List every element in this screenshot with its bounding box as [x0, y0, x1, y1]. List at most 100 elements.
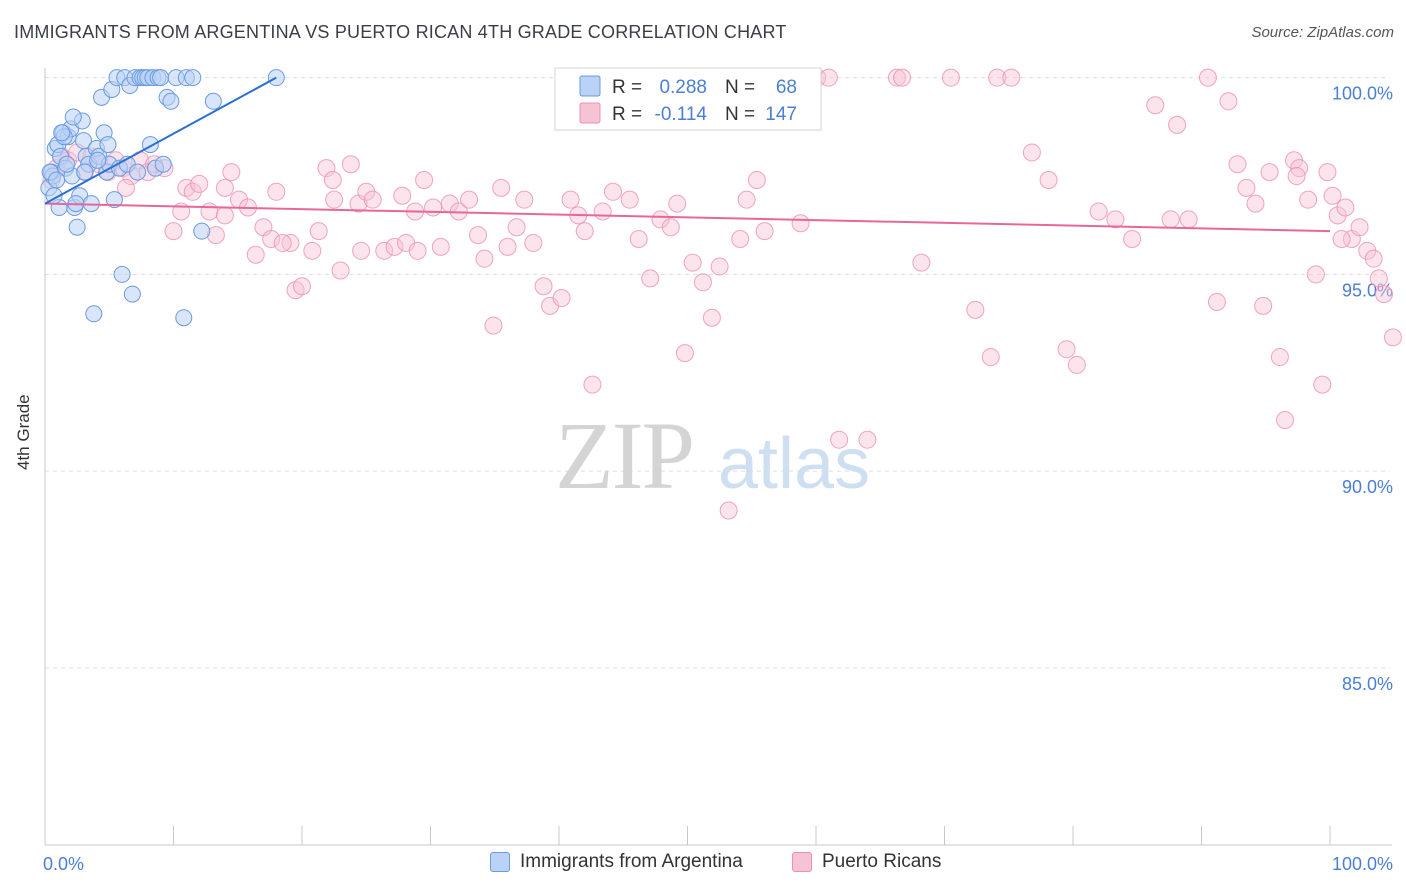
data-point-puerto-ricans: [246, 245, 265, 264]
data-point-puerto-ricans: [309, 222, 328, 241]
data-point-puerto-ricans: [393, 186, 412, 205]
data-point-puerto-ricans: [1237, 178, 1256, 197]
data-point-puerto-ricans: [1260, 163, 1279, 182]
data-point-puerto-ricans: [1022, 143, 1041, 162]
legend-r-value: 0.288: [659, 77, 707, 98]
y-tick-label: 85.0%: [1342, 674, 1393, 694]
legend-swatch-blue: [579, 75, 601, 97]
data-point-puerto-ricans: [1146, 96, 1165, 115]
legend-swatch-blue: [490, 852, 510, 872]
data-point-argentina: [105, 191, 123, 209]
data-point-puerto-ricans: [484, 316, 503, 335]
watermark-atlas: atlas: [718, 424, 870, 504]
data-point-puerto-ricans: [1318, 163, 1337, 182]
data-point-puerto-ricans: [710, 257, 729, 276]
data-point-puerto-ricans: [273, 233, 292, 252]
data-point-argentina: [184, 69, 202, 87]
data-point-puerto-ricans: [1276, 411, 1295, 430]
data-point-argentina: [53, 124, 71, 142]
data-point-argentina: [129, 163, 147, 181]
legend-r-value: -0.114: [655, 104, 708, 125]
data-point-puerto-ricans: [830, 430, 849, 449]
data-point-puerto-ricans: [737, 190, 756, 209]
data-point-puerto-ricans: [1369, 269, 1388, 288]
data-point-argentina: [68, 218, 86, 236]
data-point-argentina: [76, 163, 94, 181]
data-point-puerto-ricans: [164, 222, 183, 241]
legend-item-puerto-ricans[interactable]: Puerto Ricans: [792, 851, 941, 873]
data-point-puerto-ricans: [1287, 167, 1306, 186]
data-point-puerto-ricans: [603, 182, 622, 201]
data-point-puerto-ricans: [1383, 328, 1402, 347]
data-point-puerto-ricans: [552, 289, 571, 308]
data-point-argentina: [48, 171, 66, 189]
trend-line-argentina: [44, 76, 277, 205]
data-point-argentina: [152, 69, 170, 87]
data-point-puerto-ricans: [593, 202, 612, 221]
data-point-puerto-ricans: [1168, 115, 1187, 134]
data-point-puerto-ricans: [887, 68, 906, 87]
data-point-puerto-ricans: [893, 68, 912, 87]
data-point-argentina: [193, 222, 211, 240]
data-point-puerto-ricans: [1328, 206, 1347, 225]
legend-n-value: 147: [765, 104, 797, 125]
data-point-puerto-ricans: [352, 241, 371, 260]
data-point-puerto-ricans: [415, 170, 434, 189]
data-point-puerto-ricans: [469, 226, 488, 245]
data-point-puerto-ricans: [1067, 355, 1086, 374]
trend-layer: [44, 76, 1331, 233]
data-point-puerto-ricans: [1161, 210, 1180, 229]
data-point-argentina: [204, 92, 222, 110]
legend-n-label: N =: [725, 104, 755, 125]
data-point-puerto-ricans: [755, 222, 774, 241]
legend-r-label: R =: [612, 104, 642, 125]
data-point-puerto-ricans: [1039, 170, 1058, 189]
data-point-puerto-ricans: [629, 230, 648, 249]
data-point-puerto-ricans: [702, 308, 721, 327]
data-point-puerto-ricans: [1106, 210, 1125, 229]
data-point-puerto-ricans: [424, 198, 443, 217]
data-point-puerto-ricans: [475, 249, 494, 268]
data-point-puerto-ricans: [385, 237, 404, 256]
data-point-puerto-ricans: [719, 501, 738, 520]
data-point-puerto-ricans: [1179, 210, 1198, 229]
data-point-puerto-ricans: [1002, 68, 1021, 87]
data-point-puerto-ricans: [331, 261, 350, 280]
data-point-puerto-ricans: [1364, 249, 1383, 268]
data-point-puerto-ricans: [1374, 285, 1393, 304]
data-point-puerto-ricans: [1089, 202, 1108, 221]
legend-label-argentina: Immigrants from Argentina: [520, 851, 743, 872]
data-point-puerto-ricans: [408, 241, 427, 260]
data-point-argentina: [175, 309, 193, 327]
grid-layer: 85.0% 90.0% 95.0% 100.0%: [45, 77, 1393, 694]
data-point-puerto-ricans: [215, 206, 234, 225]
data-point-puerto-ricans: [1228, 155, 1247, 174]
bottom-legend: Immigrants from Argentina Puerto Ricans: [0, 851, 1406, 881]
data-point-puerto-ricans: [561, 190, 580, 209]
series-puerto-ricans: [42, 68, 1402, 520]
chart-title: IMMIGRANTS FROM ARGENTINA VS PUERTO RICA…: [14, 22, 787, 42]
watermark-zip: ZIP: [555, 402, 693, 509]
x-tick-label: 100.0%: [1332, 854, 1393, 874]
data-point-puerto-ricans: [1313, 375, 1332, 394]
watermark: ZIP atlas: [555, 402, 870, 509]
y-tick-label: 95.0%: [1342, 280, 1393, 300]
data-point-puerto-ricans: [492, 178, 511, 197]
data-point-puerto-ricans: [281, 233, 300, 252]
data-point-puerto-ricans: [912, 253, 931, 272]
data-point-puerto-ricans: [661, 218, 680, 237]
data-point-puerto-ricans: [200, 202, 219, 221]
legend-item-argentina[interactable]: Immigrants from Argentina: [490, 851, 743, 873]
data-point-puerto-ricans: [293, 277, 311, 296]
data-point-puerto-ricans: [620, 190, 639, 209]
data-point-puerto-ricans: [222, 163, 241, 182]
data-point-argentina: [58, 155, 76, 173]
data-point-argentina: [113, 265, 131, 283]
legend-swatch-pink: [792, 852, 812, 872]
data-point-puerto-ricans: [731, 230, 750, 249]
data-point-puerto-ricans: [575, 222, 594, 241]
data-point-puerto-ricans: [190, 174, 209, 193]
data-point-puerto-ricans: [641, 269, 660, 288]
data-point-puerto-ricans: [941, 68, 960, 87]
